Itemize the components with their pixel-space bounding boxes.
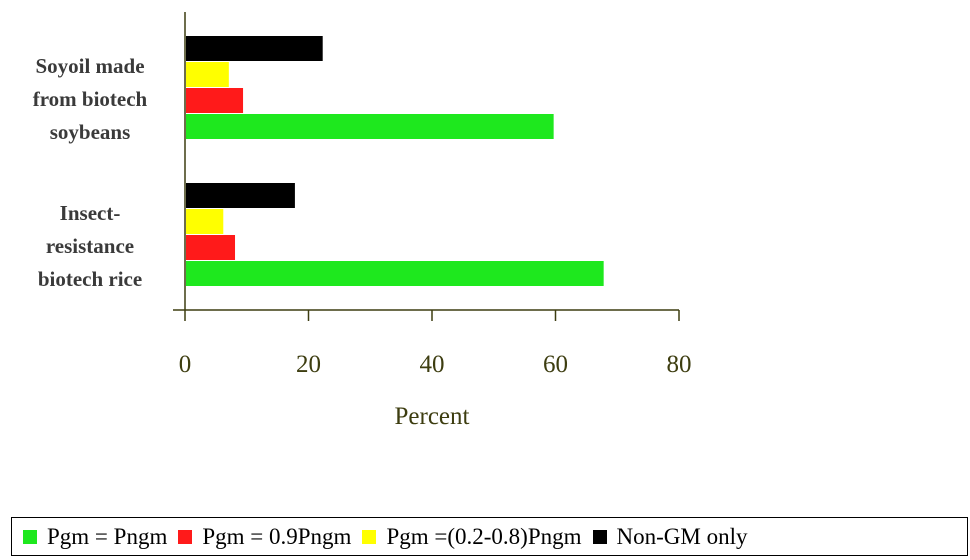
legend-label: Pgm = Pngm xyxy=(47,523,168,549)
bar xyxy=(186,261,604,286)
x-tick-label: 80 xyxy=(667,351,692,378)
legend-label: Pgm =(0.2-0.8)Pngm xyxy=(386,523,582,549)
category-label: resistance xyxy=(46,234,134,258)
bar xyxy=(186,88,244,113)
bar-chart: Soyoil made from biotech soybeans Insect-re… xyxy=(33,12,692,430)
bar xyxy=(186,183,295,208)
bar xyxy=(186,36,323,61)
legend: Pgm = Pngm Pgm = 0.9Pngm Pgm =(0.2-0.8)P… xyxy=(11,517,968,556)
legend-swatch xyxy=(23,529,37,544)
legend-swatch xyxy=(178,529,193,544)
legend-item: Pgm =(0.2-0.8)Pngm xyxy=(362,523,582,550)
category-label: soybeans xyxy=(50,120,131,144)
bar xyxy=(186,209,224,234)
x-tick-label: 20 xyxy=(296,351,321,378)
legend-label: Non-GM only xyxy=(616,523,748,549)
category-label: Soyoil made xyxy=(35,54,144,78)
x-tick-label: 60 xyxy=(543,351,568,378)
legend-item: Pgm = 0.9Pngm xyxy=(178,524,351,550)
legend-swatch xyxy=(592,529,607,544)
category-label: Insect- xyxy=(60,201,121,225)
bar xyxy=(186,235,236,260)
x-axis-title: Percent xyxy=(395,403,470,430)
legend-item: Pgm = Pngm xyxy=(23,524,167,550)
legend-item: Non-GM only xyxy=(592,523,748,550)
x-ticks: 0 20 40 60 80 xyxy=(179,310,692,378)
bars xyxy=(186,36,604,286)
x-tick-label: 0 xyxy=(179,351,192,378)
bar xyxy=(186,114,554,139)
bar xyxy=(186,62,229,87)
category-label: biotech rice xyxy=(38,267,142,291)
category-labels: Soyoil made from biotech soybeans Insect-re… xyxy=(33,54,148,291)
category-label: from biotech xyxy=(33,87,148,111)
x-tick-label: 40 xyxy=(420,351,445,378)
legend-swatch xyxy=(362,529,377,544)
legend-label: Pgm = 0.9Pngm xyxy=(202,523,352,549)
